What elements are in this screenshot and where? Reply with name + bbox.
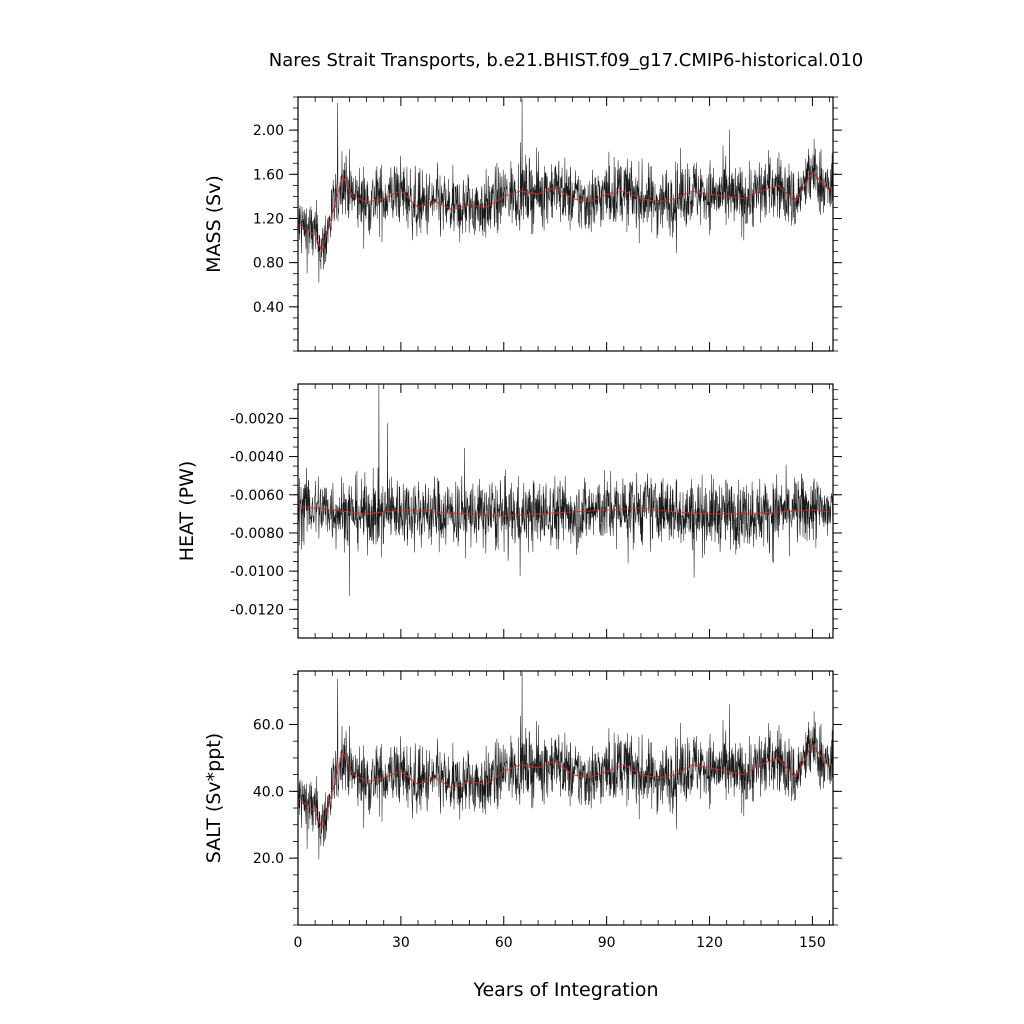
salt-smoothed-series xyxy=(297,743,831,830)
mass-y-tick-label: 0.80 xyxy=(253,256,284,272)
salt-smoothed-line xyxy=(297,743,831,830)
salt-raw-series xyxy=(297,672,833,860)
panel-salt: 0 30 60 90 120 150 20.0 40.0 60.0 SALT (Sv*ppt) xyxy=(203,670,842,951)
mass-smoothed-line xyxy=(297,171,831,254)
x-tick-label: 120 xyxy=(696,935,723,951)
heat-smoothed-series xyxy=(297,505,830,517)
heat-y-tick-label: -0.0020 xyxy=(230,411,284,427)
x-tick-label: 150 xyxy=(799,935,826,951)
x-tick-label: 30 xyxy=(392,935,410,951)
heat-raw-line xyxy=(297,383,833,596)
figure-title: Nares Strait Transports, b.e21.BHIST.f09… xyxy=(269,50,863,71)
heat-y-axis-title: HEAT (PW) xyxy=(176,461,198,562)
x-axis-title: Years of Integration xyxy=(472,979,658,1001)
salt-y-tick-label: 60.0 xyxy=(253,717,284,733)
x-tick-label: 90 xyxy=(598,935,616,951)
mass-plot-frame xyxy=(297,96,834,352)
heat-y-tick-label: -0.0120 xyxy=(230,602,284,618)
salt-plot-frame xyxy=(297,670,834,926)
mass-y-tick-label: 1.20 xyxy=(253,211,284,227)
heat-y-tick-label: -0.0080 xyxy=(230,526,284,542)
mass-y-tick-label: 2.00 xyxy=(253,123,284,139)
x-tick-label: 60 xyxy=(495,935,513,951)
salt-y-tick-label: 40.0 xyxy=(253,784,284,800)
x-tick-label: 0 xyxy=(294,935,303,951)
mass-y-tick-label: 1.60 xyxy=(253,167,284,183)
heat-y-tick-label: -0.0040 xyxy=(230,450,284,466)
mass-y-axis-title: MASS (Sv) xyxy=(203,175,225,273)
heat-y-tick-label: -0.0100 xyxy=(230,564,284,580)
heat-y-tick-label: -0.0060 xyxy=(230,488,284,504)
heat-axis-ticks: -0.0120 -0.0100 -0.0080 -0.0060 -0.0040 -0.00… xyxy=(230,384,842,638)
mass-raw-line xyxy=(297,98,833,283)
mass-smoothed-series xyxy=(297,171,831,254)
panel-heat: -0.0120 -0.0100 -0.0080 -0.0060 -0.0040 -0.00… xyxy=(176,383,842,639)
panel-mass: 0.40 0.80 1.20 1.60 2.00 MASS (Sv) xyxy=(203,96,842,352)
heat-plot-frame xyxy=(297,383,834,639)
salt-y-tick-label: 20.0 xyxy=(253,851,284,867)
mass-y-tick-label: 0.40 xyxy=(253,300,284,316)
heat-smoothed-line xyxy=(297,505,830,517)
heat-raw-series xyxy=(297,383,833,596)
salt-y-axis-title: SALT (Sv*ppt) xyxy=(203,733,225,863)
salt-axis-ticks: 0 30 60 90 120 150 20.0 40.0 60.0 xyxy=(253,671,842,951)
mass-raw-series xyxy=(297,98,833,283)
mass-axis-ticks: 0.40 0.80 1.20 1.60 2.00 xyxy=(253,96,842,352)
salt-raw-line xyxy=(297,672,833,860)
